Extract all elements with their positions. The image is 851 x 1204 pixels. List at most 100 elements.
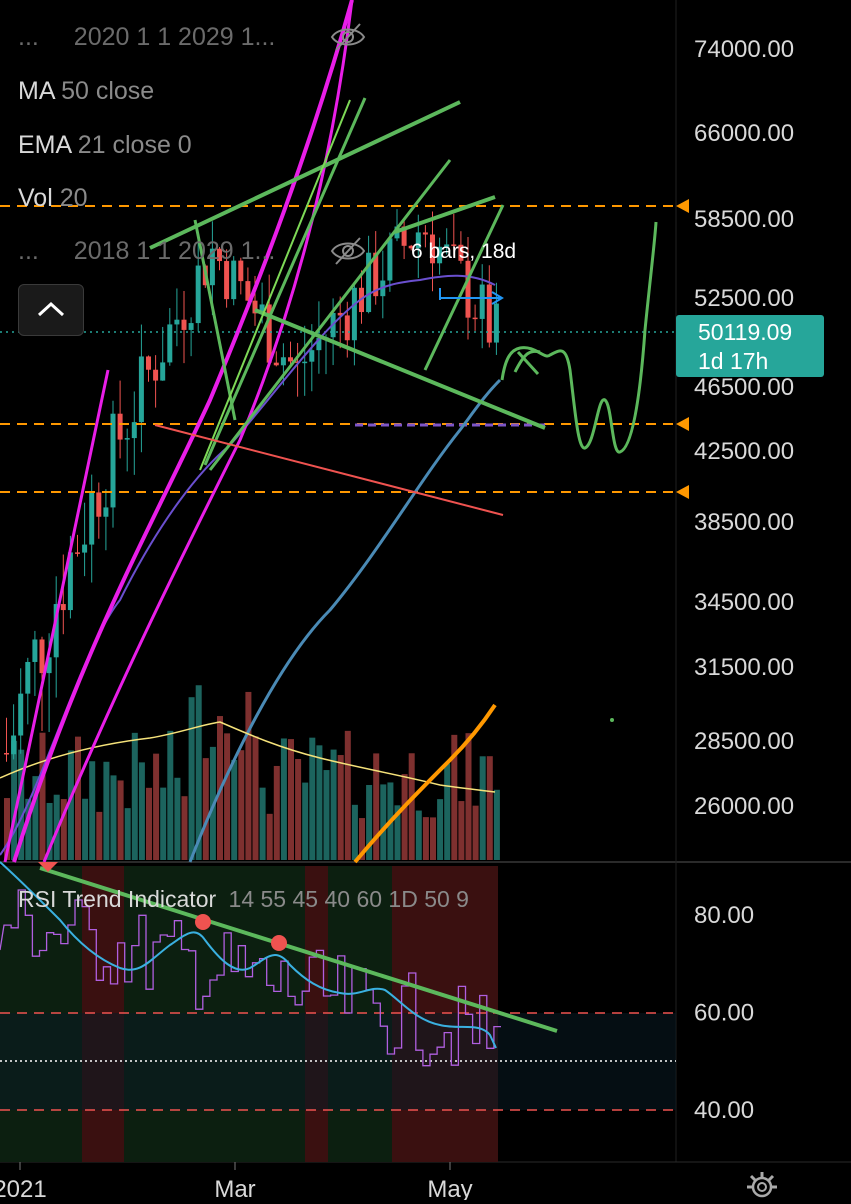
parabolic-curve-1[interactable] [12,0,354,863]
candle-body [444,244,450,247]
legend-row-ma[interactable]: MA 50 close [18,77,154,106]
gear-icon[interactable] [745,1170,779,1204]
candle-body [337,312,343,316]
eye-hidden-icon[interactable] [330,22,366,52]
candle-body [366,252,372,313]
volume-bar [46,802,53,860]
volume-bar [273,765,280,860]
hand-drawn-cross[interactable] [513,349,541,376]
candle-body [217,248,222,262]
candle-body [82,544,88,553]
last-price-tag: 50119.09 1d 17h [676,315,824,377]
candle-body [401,226,407,246]
volume-bar [359,818,365,860]
last-price-value: 50119.09 [698,319,793,345]
red-trendline[interactable] [154,424,504,516]
price-tick-label: 38500.00 [694,509,794,536]
candle-body [259,304,265,314]
rsi-axis[interactable]: 80.00 60.00 40.00 [694,902,754,1124]
level-marker-59000[interactable] [676,199,689,213]
candle-body [465,260,471,318]
candle-body [131,422,137,439]
orange-trendline[interactable] [353,703,497,864]
volume-bar [110,775,117,860]
volume-bar [344,730,351,860]
candle-body [174,319,180,325]
legend-ema-name: EMA [18,131,71,159]
candle-body [4,753,9,755]
time-tick-label: May [427,1176,472,1200]
green-trendline-2[interactable] [208,159,452,471]
rsi-legend[interactable]: RSI Trend Indicator 14 55 45 40 60 1D 50… [18,886,469,913]
rsi-pivot-marker [195,914,211,930]
candle-body [138,356,144,423]
volume-bar [394,805,401,860]
legend-row-pivots-1[interactable]: ... 2020 1 1 2029 1... [18,23,275,52]
volume-bar [458,801,465,860]
rsi-raw-line [0,889,501,1067]
candle-body [160,362,166,381]
hand-drawn-projection[interactable] [500,221,658,454]
price-tick-label: 31500.00 [694,654,794,681]
volume-bar [96,811,103,860]
legend-row-vol[interactable]: Vol 20 [18,184,88,213]
price-tick-label: 58500.00 [694,206,794,233]
volume-bar [415,810,422,860]
candle-body [302,361,308,364]
candle-body [124,438,130,440]
candle-body [479,284,485,319]
volume-bar [252,736,259,860]
candle-body [188,323,194,330]
green-trendline-bottom[interactable] [254,308,546,430]
collapse-legend-button[interactable] [18,284,84,336]
candle-body [18,693,24,736]
volume-bar [245,691,252,860]
level-marker-40500[interactable] [676,485,689,499]
candle-body [387,238,393,281]
volume-bar [4,798,10,860]
volume-bar [11,740,18,860]
lime-trendline[interactable] [199,99,351,471]
level-marker-44000[interactable] [676,417,689,431]
volume-bar [188,697,195,860]
measurement-label: 6 bars, 18d [411,240,517,263]
rsi-tick-label: 80.00 [694,902,754,929]
candle-body [252,300,258,314]
volume-bar [75,736,81,860]
bar-countdown: 1d 17h [698,348,769,374]
eye-hidden-icon[interactable] [330,236,366,266]
volume-bar [472,805,479,860]
green-short-line[interactable] [193,219,237,421]
alert-marker-icon [38,862,58,872]
volume-bar [238,750,245,860]
candle-body [231,260,237,300]
price-axis[interactable]: 74000.00 66000.00 58500.00 52500.00 46500.00… [694,36,794,820]
candle-body [472,317,478,320]
volume-series [4,685,500,860]
legend-ellipsis: ... [18,237,39,265]
rsi-pivot-marker [271,935,287,951]
volume-bar [60,799,67,860]
green-trendline-top[interactable] [149,100,461,250]
volume-bar [351,804,358,860]
candle-body [117,413,123,440]
drawings-layer[interactable] [0,0,676,1111]
volume-bar [160,787,167,860]
green-channel-top[interactable] [394,195,496,234]
candle-body [153,369,159,381]
volume-bar [465,733,472,860]
volume-bar [422,817,429,860]
volume-bar [486,756,493,860]
candle-body [430,234,435,264]
magenta-trendline[interactable] [3,369,110,863]
green-channel-side[interactable] [423,204,505,371]
candle-body [67,552,73,611]
rsi-trendline[interactable] [39,866,558,1033]
legend-row-pivots-2[interactable]: ... 2018 1 1 2029 1... [18,237,275,266]
volume-bar [181,796,188,860]
time-axis[interactable]: 2021 Mar May [0,1162,473,1200]
candle-body [167,324,173,363]
volume-bar [366,784,373,860]
legend-row-ema[interactable]: EMA 21 close 0 [18,131,192,160]
